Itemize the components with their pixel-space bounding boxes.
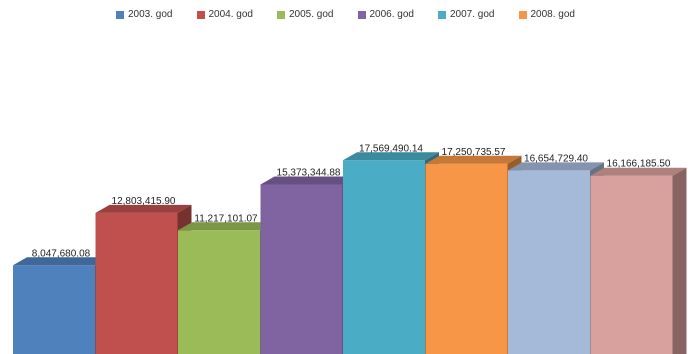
legend-label: 2005. god <box>289 9 334 20</box>
legend-item-2007: 2007. god <box>438 9 495 20</box>
legend-swatch <box>196 10 205 19</box>
legend-item-2004: 2004. god <box>196 9 254 20</box>
bar-front <box>508 170 590 354</box>
bar-front <box>178 230 260 354</box>
legend-label: 2003. god <box>128 9 173 20</box>
bar-4 <box>260 176 357 354</box>
bar-5 <box>343 152 439 354</box>
bar-top <box>590 167 687 176</box>
legend-label: 2004. god <box>208 9 254 20</box>
bar-top <box>13 257 109 266</box>
legend-item-2008: 2008. god <box>518 9 576 20</box>
data-label: 15,373,344.88 <box>277 167 341 178</box>
bar-6 <box>425 155 522 354</box>
bar-2 <box>95 204 192 354</box>
bar-7 <box>508 162 604 354</box>
bar-top <box>178 222 274 231</box>
data-label: 12,803,415.90 <box>112 196 176 207</box>
bar-front <box>590 175 673 354</box>
legend-swatch <box>357 10 366 19</box>
bar-top <box>508 162 604 171</box>
chart-legend: 2003. god 2004. god 2005. god 2006. god … <box>0 9 691 20</box>
bar-front <box>425 163 508 354</box>
data-label: 17,569,490.14 <box>359 143 423 154</box>
legend-swatch <box>438 10 446 19</box>
bar-side <box>672 167 687 354</box>
legend-swatch <box>277 10 285 19</box>
bar-top <box>95 204 192 213</box>
data-label: 11,217,101.07 <box>194 213 258 224</box>
legend-swatch <box>116 10 124 19</box>
legend-item-2003: 2003. god <box>116 9 173 20</box>
legend-label: 2007. god <box>450 9 495 20</box>
bar-3 <box>178 222 274 354</box>
data-label: 8,047,680.08 <box>32 248 91 259</box>
data-label: 16,166,185.50 <box>607 159 671 170</box>
bar-top <box>425 155 522 164</box>
legend-label: 2006. god <box>369 9 415 20</box>
legend-item-2005: 2005. god <box>277 9 334 20</box>
legend-label: 2008. god <box>530 9 576 20</box>
legend-item-2006: 2006. god <box>357 9 415 20</box>
data-label: 16,654,729.40 <box>524 153 588 164</box>
bar-front <box>95 212 178 354</box>
legend-swatch <box>518 10 527 19</box>
data-label: 17,250,735.57 <box>442 147 506 158</box>
bar-1 <box>13 257 109 354</box>
bar-top <box>343 152 439 161</box>
bar-front <box>260 184 343 354</box>
bar-8 <box>590 167 687 354</box>
bar-front <box>343 160 425 354</box>
bar-top <box>260 176 357 185</box>
bar-front <box>13 265 95 354</box>
